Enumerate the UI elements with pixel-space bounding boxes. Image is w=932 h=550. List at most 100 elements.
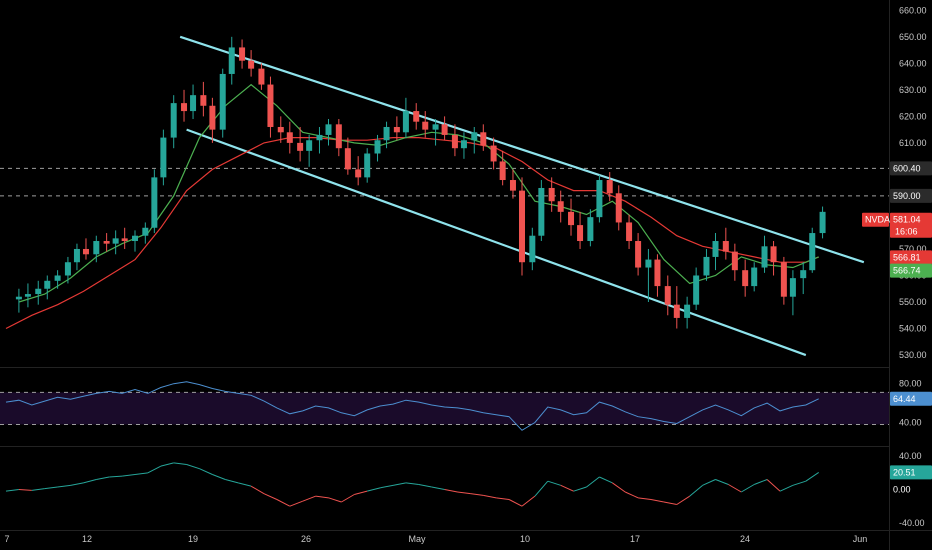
oscillator-2-zero-tag: 0.00 xyxy=(890,482,932,497)
candle-body xyxy=(596,180,603,218)
time-tick-label: Jun xyxy=(853,534,868,544)
channel-lower-line[interactable] xyxy=(186,128,807,357)
candle xyxy=(413,103,420,130)
oscillator-2-segment xyxy=(586,476,600,488)
oscillator-2-segment xyxy=(225,479,239,484)
oscillator-2-segment xyxy=(367,487,381,492)
candle xyxy=(24,283,31,308)
candle-body xyxy=(557,201,564,212)
candle xyxy=(722,227,729,260)
candle-body xyxy=(306,140,313,151)
candle-body xyxy=(809,233,816,271)
candle-body xyxy=(160,137,167,178)
candle-body xyxy=(529,235,536,263)
candle-body xyxy=(316,134,323,141)
oscillator-2-segment xyxy=(715,479,729,485)
candle xyxy=(160,129,167,186)
candle-body xyxy=(538,187,545,236)
time-axis[interactable]: 7 12 19 26 May 10 17 24 Jun xyxy=(4,534,867,544)
candle xyxy=(103,233,110,252)
svg-text:0.00: 0.00 xyxy=(893,485,911,495)
candle xyxy=(422,111,429,138)
oscillator-1-axis[interactable]: 80.00 40.00 xyxy=(899,379,922,428)
oscillator-2-segment xyxy=(134,472,148,475)
candle-body xyxy=(722,241,729,252)
price-tick-label: 650.00 xyxy=(899,32,927,42)
candle xyxy=(490,137,497,170)
oscillator-2-segment xyxy=(199,468,213,475)
candle xyxy=(432,119,439,146)
candle-body xyxy=(325,124,332,135)
candle xyxy=(344,137,351,175)
oscillator-1-tick-label: 40.00 xyxy=(899,418,922,428)
oscillator-2-segment xyxy=(302,495,316,502)
candle xyxy=(568,198,575,236)
candle xyxy=(355,156,362,186)
candle xyxy=(606,172,613,202)
candle-body xyxy=(277,126,284,133)
candle-body xyxy=(228,47,235,74)
candle xyxy=(316,126,323,154)
candle xyxy=(480,124,487,151)
candle-body xyxy=(499,161,506,181)
oscillator-2-segment xyxy=(624,491,639,499)
candle xyxy=(654,254,661,297)
candle xyxy=(587,209,594,247)
candle-body xyxy=(422,121,429,130)
oscillator-2-segment xyxy=(792,480,806,486)
oscillator-2-segment xyxy=(676,495,690,505)
candle xyxy=(306,134,313,167)
candle-body xyxy=(413,111,420,122)
candle-body xyxy=(587,217,594,242)
candle-body xyxy=(112,238,119,244)
price-level-tag: 590.00 xyxy=(890,188,932,203)
oscillator-2-segment xyxy=(521,495,536,507)
candle xyxy=(325,119,332,146)
candle xyxy=(731,243,738,281)
candle-body xyxy=(577,225,584,242)
candle-body xyxy=(355,169,362,178)
candle xyxy=(170,95,177,149)
oscillator-pane-2[interactable] xyxy=(5,462,819,507)
candle-body xyxy=(615,193,622,223)
candle xyxy=(364,148,371,183)
candle xyxy=(529,227,536,271)
svg-text:590.00: 590.00 xyxy=(893,191,921,201)
candle-body xyxy=(684,304,691,318)
oscillator-2-segment xyxy=(547,480,561,486)
candle-body xyxy=(800,270,807,279)
candle-body xyxy=(402,111,409,133)
candle-body xyxy=(712,241,719,257)
oscillator-1-tick-label: 80.00 xyxy=(899,379,922,389)
price-pane[interactable] xyxy=(0,35,889,357)
candle xyxy=(770,241,777,276)
svg-text:20.51: 20.51 xyxy=(893,467,916,477)
svg-text:581.04: 581.04 xyxy=(893,215,921,225)
trend-channel[interactable] xyxy=(179,35,865,357)
candle-body xyxy=(103,241,110,244)
candle xyxy=(712,233,719,271)
candle xyxy=(35,280,42,305)
candle-body xyxy=(54,275,61,281)
candle xyxy=(267,76,274,138)
candle-body xyxy=(460,140,467,149)
candle xyxy=(64,256,71,284)
candle-body xyxy=(780,262,787,297)
candle xyxy=(82,238,89,260)
candle-body xyxy=(673,304,680,318)
price-tick-label: 610.00 xyxy=(899,138,927,148)
candle-body xyxy=(200,95,207,106)
price-tick-label: 640.00 xyxy=(899,58,927,68)
candle xyxy=(577,211,584,249)
candle xyxy=(673,286,680,329)
candle xyxy=(297,126,304,162)
channel-upper-line[interactable] xyxy=(179,35,865,264)
oscillator-2-segment xyxy=(638,497,652,500)
oscillator-pane-1[interactable] xyxy=(0,381,889,431)
oscillator-2-segment xyxy=(741,484,755,493)
price-tick-label: 630.00 xyxy=(899,85,927,95)
candle-body xyxy=(297,142,304,151)
candle xyxy=(219,68,226,138)
candle-body xyxy=(142,227,149,236)
